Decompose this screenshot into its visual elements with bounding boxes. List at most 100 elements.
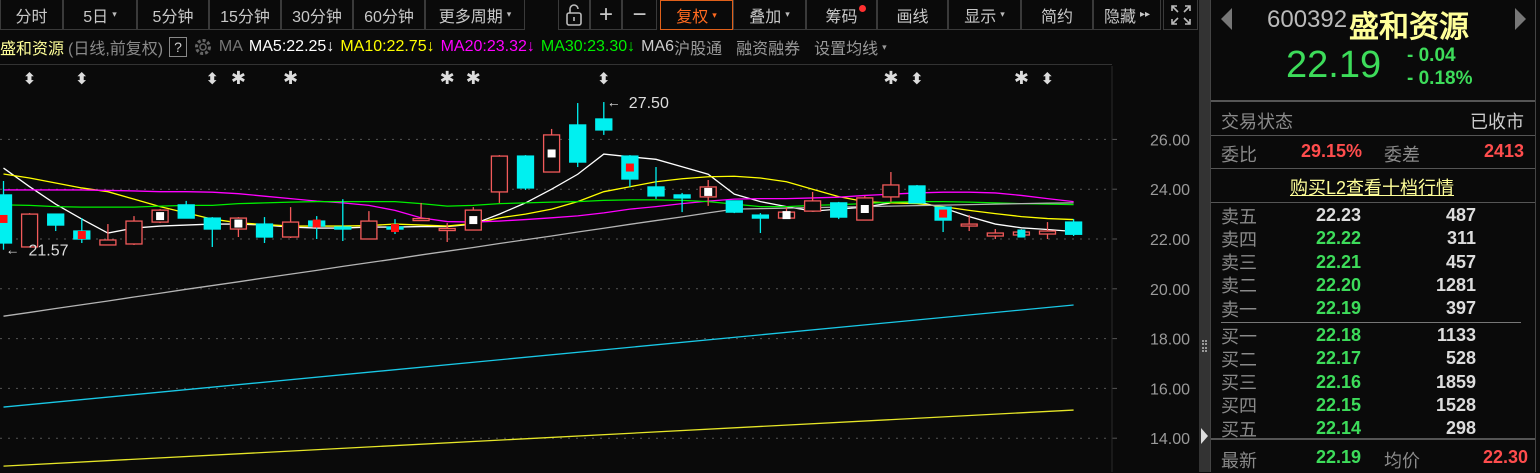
- caret-down-icon: ▾: [1000, 9, 1005, 19]
- candle-body: [595, 118, 613, 131]
- period-tab-30min[interactable]: 30分钟: [281, 0, 353, 30]
- order-book-row[interactable]: 买三 22.16 1859: [1221, 371, 1531, 394]
- candle-body: [47, 213, 65, 226]
- order-book-row[interactable]: 买二 22.17 528: [1221, 347, 1531, 370]
- lock-button[interactable]: [558, 0, 590, 30]
- candle-marker: [0, 214, 8, 223]
- help-button[interactable]: ?: [169, 37, 187, 57]
- gear-icon[interactable]: [193, 37, 213, 57]
- ma30-value: MA30:23.30: [540, 38, 628, 55]
- more-periods-dropdown[interactable]: 更多周期 ▾: [425, 0, 525, 30]
- prev-stock-icon[interactable]: [1221, 8, 1232, 30]
- fullscreen-button[interactable]: [1163, 0, 1198, 30]
- level-price: 22.20: [1316, 274, 1362, 295]
- candle-body: [882, 184, 900, 198]
- quote-panel: 600392 盛和资源 22.19 - 0.04 - 0.18% 交易状态 已收…: [1210, 0, 1540, 472]
- candle-body: [412, 217, 430, 222]
- divider: [1211, 438, 1535, 440]
- updown-event-icon: ⬍: [910, 71, 923, 88]
- ma5-value: MA5:22.25: [248, 38, 327, 55]
- display-dropdown[interactable]: 显示 ▾: [948, 0, 1021, 30]
- tab-label: 30分钟: [292, 8, 342, 26]
- level-price: 22.14: [1316, 418, 1362, 439]
- zoom-in-button[interactable]: +: [590, 0, 622, 30]
- level-label: 卖三: [1221, 253, 1257, 274]
- divider: [1211, 202, 1535, 203]
- candle-body: [569, 124, 587, 163]
- order-book-row[interactable]: 卖四 22.22 311: [1221, 227, 1531, 250]
- adjust-dropdown[interactable]: 复权 ▾: [660, 0, 733, 30]
- period-tab-5min[interactable]: 5分钟: [137, 0, 209, 30]
- candle-marker: [1017, 229, 1026, 238]
- commission-diff: 2413: [1483, 141, 1524, 161]
- period-tab-5day[interactable]: 5日 ▾: [63, 0, 137, 30]
- y-tick-label: 18.00: [1150, 332, 1190, 349]
- margin-trading-button[interactable]: 融资融券: [736, 41, 801, 58]
- candle-marker: [77, 231, 86, 240]
- order-book-row[interactable]: 卖一 22.19 397: [1221, 297, 1531, 320]
- order-book-row[interactable]: 买五 22.14 298: [1221, 417, 1531, 440]
- arrow-down-icon: ↓: [326, 38, 335, 55]
- grip-icon: [1202, 340, 1207, 352]
- caret-down-icon: ▾: [506, 9, 512, 19]
- star-event-icon: ✱: [231, 68, 246, 88]
- order-book-row[interactable]: 买一 22.18 1133: [1221, 324, 1531, 347]
- level-price: 22.21: [1316, 251, 1362, 272]
- period-tab-intraday[interactable]: 分时: [0, 0, 63, 30]
- level-label: 买二: [1221, 349, 1257, 370]
- stock-name: 盛和资源: [0, 41, 65, 58]
- draw-button[interactable]: 画线: [877, 0, 948, 30]
- next-stock-icon[interactable]: [1515, 8, 1526, 30]
- candle-body: [177, 204, 195, 219]
- y-tick-label: 26.00: [1150, 132, 1190, 149]
- candle-marker: [860, 204, 869, 213]
- updown-event-icon: ⬍: [597, 71, 610, 88]
- stock-code: 600392: [1267, 6, 1348, 33]
- trade-status-label: 交易状态: [1221, 112, 1293, 132]
- candle-body: [673, 194, 691, 199]
- ma20-value: MA20:23.32: [440, 38, 527, 55]
- ma60-value: MA6: [641, 38, 675, 55]
- candle-body: [1038, 230, 1057, 235]
- candle-body: [751, 214, 770, 219]
- divider: [1211, 100, 1535, 102]
- order-book-row[interactable]: 卖三 22.21 457: [1221, 251, 1531, 274]
- order-book-row[interactable]: 卖五 22.23 487: [1221, 204, 1531, 227]
- level-volume: 397: [1445, 298, 1476, 319]
- y-tick-label: 16.00: [1150, 381, 1190, 398]
- panel-splitter[interactable]: [1199, 0, 1210, 472]
- commission-diff-label: 委差: [1384, 145, 1420, 165]
- set-ma-dropdown[interactable]: 设置均线: [814, 41, 879, 58]
- avg-price-label: 均价: [1384, 451, 1420, 471]
- chips-button[interactable]: 筹码: [806, 0, 877, 30]
- simple-mode-button[interactable]: 简约: [1021, 0, 1093, 30]
- candle-body: [1064, 221, 1083, 235]
- buy-l2-link[interactable]: 购买L2查看十档行情: [1289, 178, 1455, 198]
- period-tab-15min[interactable]: 15分钟: [209, 0, 281, 30]
- ma-legend-bar: 盛和资源 (日线,前复权) ? MA MA5:22.25 ↓ MA10:22.75…: [0, 30, 1112, 65]
- level-price: 22.19: [1316, 298, 1362, 319]
- caret-down-icon: ▾: [112, 9, 117, 19]
- order-book-row[interactable]: 卖二 22.20 1281: [1221, 274, 1531, 297]
- hk-connect-button[interactable]: 沪股通: [674, 41, 723, 58]
- zoom-out-button[interactable]: −: [622, 0, 657, 30]
- level-label: 卖二: [1221, 276, 1257, 297]
- hide-button[interactable]: 隐藏 ▸▸: [1093, 0, 1161, 30]
- collapse-arrow-icon[interactable]: [1201, 428, 1208, 444]
- candle-body: [125, 220, 143, 245]
- plus-icon: +: [598, 0, 613, 28]
- level-volume: 1528: [1435, 394, 1476, 415]
- candle-body: [255, 223, 274, 238]
- divider: [1211, 168, 1535, 169]
- level-label: 卖一: [1221, 299, 1257, 320]
- candle-marker: [939, 209, 948, 218]
- star-event-icon: ✱: [1014, 68, 1029, 88]
- overlay-dropdown[interactable]: 叠加 ▾: [733, 0, 806, 30]
- period-tab-60min[interactable]: 60分钟: [353, 0, 425, 30]
- arrow-down-icon: ↓: [627, 38, 636, 55]
- level-volume: 1133: [1436, 325, 1476, 345]
- kline-chart[interactable]: 26.00 24.00 22.00 20.00 18.00 16.00 14.00 ⬍ ⬍ ⬍ ✱ ✱…: [0, 66, 1199, 472]
- last-price: 22.19: [1286, 44, 1382, 86]
- low-price-label: 21.57: [29, 243, 69, 260]
- order-book-row[interactable]: 买四 22.15 1528: [1221, 394, 1531, 417]
